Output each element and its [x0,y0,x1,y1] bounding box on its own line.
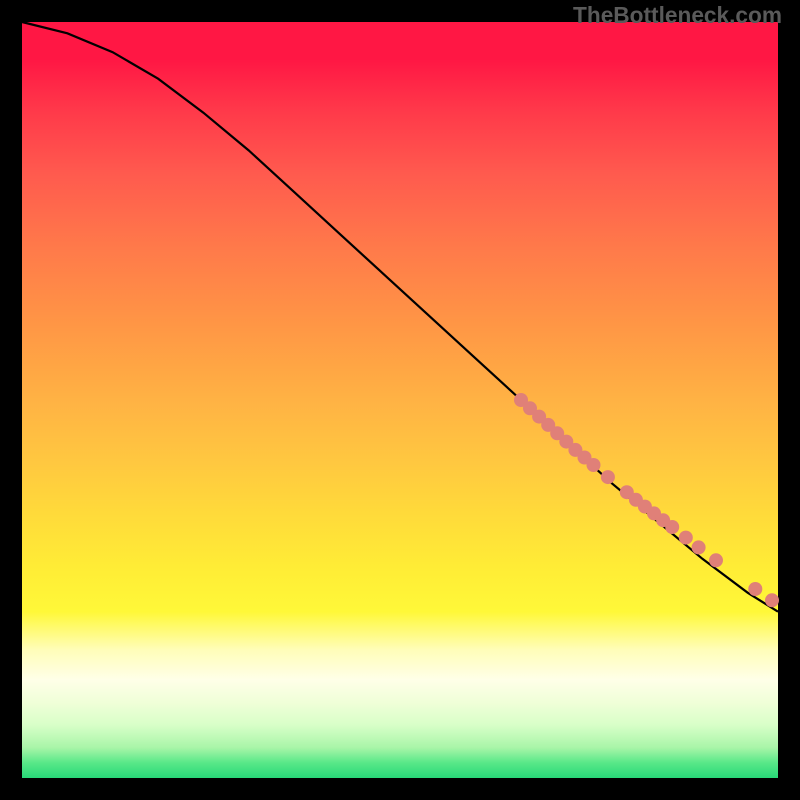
plot-gradient-background [22,22,778,778]
chart-container: TheBottleneck.com [0,0,800,800]
attribution-text: TheBottleneck.com [573,2,782,29]
